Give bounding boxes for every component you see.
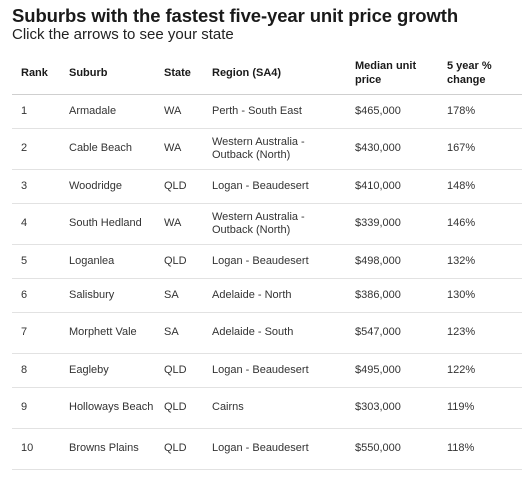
region-cell: Perth - South East xyxy=(203,94,346,129)
suburb-cell: Woodridge xyxy=(60,169,155,204)
table-row: 4 South Hedland WA Western Australia - O… xyxy=(12,203,522,245)
rank-cell: 4 xyxy=(12,203,60,245)
table-row: 9 Holloways Beach QLD Cairns $303,000 11… xyxy=(12,387,522,429)
region-cell: Logan - Beaudesert xyxy=(203,169,346,204)
rank-cell: 2 xyxy=(12,128,60,170)
suburb-cell: Salisbury xyxy=(60,278,155,313)
price-cell: $410,000 xyxy=(346,169,438,204)
suburb-cell: Holloways Beach xyxy=(60,387,155,429)
suburb-cell: Cable Beach xyxy=(60,128,155,170)
rank-cell: 7 xyxy=(12,312,60,354)
price-cell: $495,000 xyxy=(346,353,438,388)
growth-table: Rank Suburb State Region (SA4) Median un… xyxy=(12,52,522,470)
page-subtitle: Click the arrows to see your state xyxy=(12,26,234,43)
column-header-rank[interactable]: Rank xyxy=(12,52,60,95)
price-cell: $386,000 xyxy=(346,278,438,313)
price-cell: $430,000 xyxy=(346,128,438,170)
rank-cell: 6 xyxy=(12,278,60,313)
table-row: 5 Loganlea QLD Logan - Beaudesert $498,0… xyxy=(12,244,522,279)
table-row: 8 Eagleby QLD Logan - Beaudesert $495,00… xyxy=(12,353,522,388)
change-cell: 167% xyxy=(438,128,522,170)
state-cell: QLD xyxy=(155,244,203,279)
state-cell: WA xyxy=(155,203,203,245)
column-header-change[interactable]: 5 year % change xyxy=(438,52,522,95)
price-cell: $303,000 xyxy=(346,387,438,429)
table-row: 3 Woodridge QLD Logan - Beaudesert $410,… xyxy=(12,169,522,204)
state-cell: QLD xyxy=(155,428,203,470)
table-row: 10 Browns Plains QLD Logan - Beaudesert … xyxy=(12,428,522,470)
state-cell: QLD xyxy=(155,353,203,388)
suburb-cell: Morphett Vale xyxy=(60,312,155,354)
region-cell: Cairns xyxy=(203,387,346,429)
price-cell: $465,000 xyxy=(346,94,438,129)
state-cell: QLD xyxy=(155,169,203,204)
suburb-cell: Browns Plains xyxy=(60,428,155,470)
region-cell: Western Australia - Outback (North) xyxy=(203,128,346,170)
suburb-cell: Armadale xyxy=(60,94,155,129)
change-cell: 118% xyxy=(438,428,522,470)
change-cell: 122% xyxy=(438,353,522,388)
price-cell: $498,000 xyxy=(346,244,438,279)
state-cell: WA xyxy=(155,94,203,129)
region-cell: Logan - Beaudesert xyxy=(203,428,346,470)
rank-cell: 8 xyxy=(12,353,60,388)
state-cell: SA xyxy=(155,312,203,354)
table-row: 6 Salisbury SA Adelaide - North $386,000… xyxy=(12,278,522,313)
suburb-cell: Loganlea xyxy=(60,244,155,279)
suburb-cell: South Hedland xyxy=(60,203,155,245)
region-cell: Logan - Beaudesert xyxy=(203,353,346,388)
region-cell: Adelaide - South xyxy=(203,312,346,354)
table-row: 7 Morphett Vale SA Adelaide - South $547… xyxy=(12,312,522,354)
region-cell: Western Australia - Outback (North) xyxy=(203,203,346,245)
rank-cell: 5 xyxy=(12,244,60,279)
change-cell: 123% xyxy=(438,312,522,354)
change-cell: 148% xyxy=(438,169,522,204)
price-cell: $339,000 xyxy=(346,203,438,245)
page-title: Suburbs with the fastest five-year unit … xyxy=(12,5,459,26)
suburb-cell: Eagleby xyxy=(60,353,155,388)
column-header-price[interactable]: Median unit price xyxy=(346,52,438,95)
column-header-suburb[interactable]: Suburb xyxy=(60,52,155,95)
region-cell: Logan - Beaudesert xyxy=(203,244,346,279)
state-cell: QLD xyxy=(155,387,203,429)
table-row: 1 Armadale WA Perth - South East $465,00… xyxy=(12,94,522,129)
change-cell: 130% xyxy=(438,278,522,313)
change-cell: 119% xyxy=(438,387,522,429)
change-cell: 178% xyxy=(438,94,522,129)
price-cell: $550,000 xyxy=(346,428,438,470)
state-cell: SA xyxy=(155,278,203,313)
rank-cell: 3 xyxy=(12,169,60,204)
column-header-state[interactable]: State xyxy=(155,52,203,95)
rank-cell: 10 xyxy=(12,428,60,470)
rank-cell: 1 xyxy=(12,94,60,129)
change-cell: 146% xyxy=(438,203,522,245)
table-row: 2 Cable Beach WA Western Australia - Out… xyxy=(12,128,522,170)
rank-cell: 9 xyxy=(12,387,60,429)
change-cell: 132% xyxy=(438,244,522,279)
price-cell: $547,000 xyxy=(346,312,438,354)
column-header-region[interactable]: Region (SA4) xyxy=(203,52,346,95)
region-cell: Adelaide - North xyxy=(203,278,346,313)
table-header-row: Rank Suburb State Region (SA4) Median un… xyxy=(12,52,522,95)
state-cell: WA xyxy=(155,128,203,170)
